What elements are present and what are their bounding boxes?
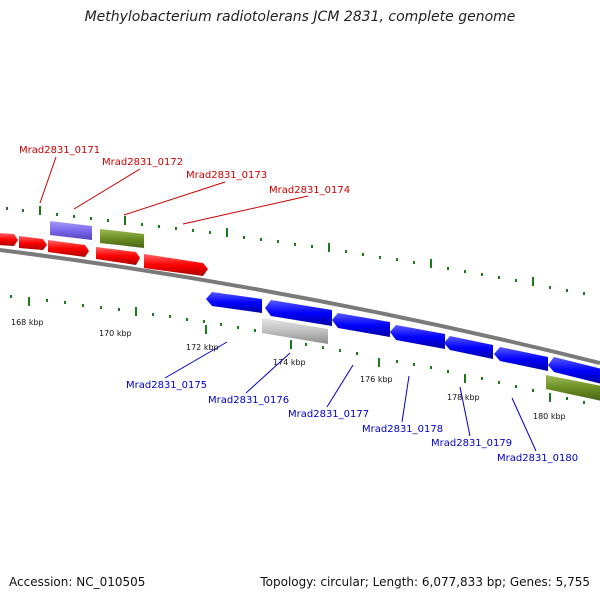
genome-backbone (0, 248, 600, 365)
gene-arrow[interactable] (48, 240, 89, 257)
scale-label-178-kbp: 178 kbp (447, 393, 480, 402)
gene-label-mrad2831-0172[interactable]: Mrad2831_0172 (102, 157, 183, 168)
gene-arrow[interactable] (0, 233, 18, 246)
bottom-leader-lines (164, 341, 537, 452)
topology-text: Topology: circular; Length: 6,077,833 bp… (260, 575, 590, 589)
gene-arrow[interactable] (494, 347, 548, 371)
gene-label-mrad2831-0175[interactable]: Mrad2831_0175 (126, 380, 207, 391)
gene-arrow[interactable] (444, 336, 493, 359)
scale-label-172-kbp: 172 kbp (186, 343, 219, 352)
gene-arrow[interactable] (19, 236, 47, 250)
gene-label-mrad2831-0180[interactable]: Mrad2831_0180 (497, 453, 578, 464)
forward-strand-genes (0, 221, 208, 276)
scale-label-174-kbp: 174 kbp (273, 358, 306, 367)
upper-tick-track (6, 206, 585, 295)
accession-text: Accession: NC_010505 (9, 575, 146, 589)
top-leader-lines (39, 156, 309, 225)
gene-arrow[interactable] (50, 221, 92, 240)
gene-arrow[interactable] (144, 254, 208, 276)
gene-arrow[interactable] (100, 229, 144, 248)
gene-label-mrad2831-0179[interactable]: Mrad2831_0179 (431, 438, 512, 449)
gene-arrow[interactable] (262, 318, 328, 344)
lower-tick-track (10, 295, 585, 404)
gene-label-mrad2831-0174[interactable]: Mrad2831_0174 (269, 185, 350, 196)
gene-arrow[interactable] (265, 300, 332, 326)
scale-label-180-kbp: 180 kbp (533, 412, 566, 421)
reverse-strand-genes (206, 292, 600, 401)
gene-label-mrad2831-0177[interactable]: Mrad2831_0177 (288, 409, 369, 420)
gene-arrow[interactable] (332, 313, 390, 337)
scale-label-176-kbp: 176 kbp (360, 375, 393, 384)
gene-arrow[interactable] (390, 325, 445, 349)
gene-label-mrad2831-0171[interactable]: Mrad2831_0171 (19, 145, 100, 156)
scale-label-170-kbp: 170 kbp (99, 329, 132, 338)
gene-arrow[interactable] (546, 375, 600, 401)
gene-label-mrad2831-0178[interactable]: Mrad2831_0178 (362, 424, 443, 435)
gene-arrow[interactable] (206, 292, 262, 313)
gene-label-mrad2831-0176[interactable]: Mrad2831_0176 (208, 395, 289, 406)
scale-label-168-kbp: 168 kbp (11, 318, 44, 327)
gene-arrow[interactable] (548, 357, 600, 384)
gene-label-mrad2831-0173[interactable]: Mrad2831_0173 (186, 170, 267, 181)
page-title: Methylobacterium radiotolerans JCM 2831,… (84, 9, 516, 25)
gene-arrow[interactable] (96, 247, 140, 265)
